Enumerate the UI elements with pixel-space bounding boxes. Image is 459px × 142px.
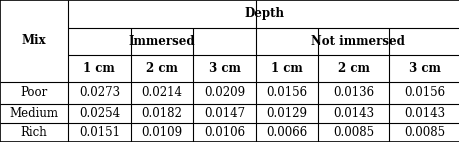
Text: 0.0109: 0.0109	[141, 126, 182, 139]
Text: 1 cm: 1 cm	[83, 62, 115, 75]
Text: 0.0136: 0.0136	[332, 86, 374, 99]
Text: Medium: Medium	[10, 107, 58, 120]
Text: 0.0254: 0.0254	[78, 107, 120, 120]
Text: 0.0209: 0.0209	[203, 86, 245, 99]
Text: 2 cm: 2 cm	[337, 62, 369, 75]
Text: 0.0156: 0.0156	[403, 86, 444, 99]
Text: 0.0273: 0.0273	[78, 86, 120, 99]
Text: 0.0151: 0.0151	[78, 126, 120, 139]
Text: 0.0143: 0.0143	[332, 107, 374, 120]
Text: Not immersed: Not immersed	[310, 35, 404, 48]
Text: 0.0106: 0.0106	[203, 126, 245, 139]
Text: Mix: Mix	[22, 34, 46, 47]
Text: Poor: Poor	[20, 86, 48, 99]
Text: 3 cm: 3 cm	[208, 62, 240, 75]
Text: 0.0143: 0.0143	[403, 107, 444, 120]
Text: Immersed: Immersed	[129, 35, 195, 48]
Text: 1 cm: 1 cm	[270, 62, 302, 75]
Text: Depth: Depth	[244, 7, 283, 20]
Text: 0.0066: 0.0066	[266, 126, 307, 139]
Text: 0.0156: 0.0156	[266, 86, 307, 99]
Text: 0.0085: 0.0085	[332, 126, 374, 139]
Text: 0.0182: 0.0182	[141, 107, 182, 120]
Text: 0.0147: 0.0147	[203, 107, 245, 120]
Text: 0.0214: 0.0214	[141, 86, 182, 99]
Text: 0.0085: 0.0085	[403, 126, 444, 139]
Text: 2 cm: 2 cm	[146, 62, 178, 75]
Text: 0.0129: 0.0129	[266, 107, 307, 120]
Text: 3 cm: 3 cm	[408, 62, 440, 75]
Text: Rich: Rich	[21, 126, 47, 139]
